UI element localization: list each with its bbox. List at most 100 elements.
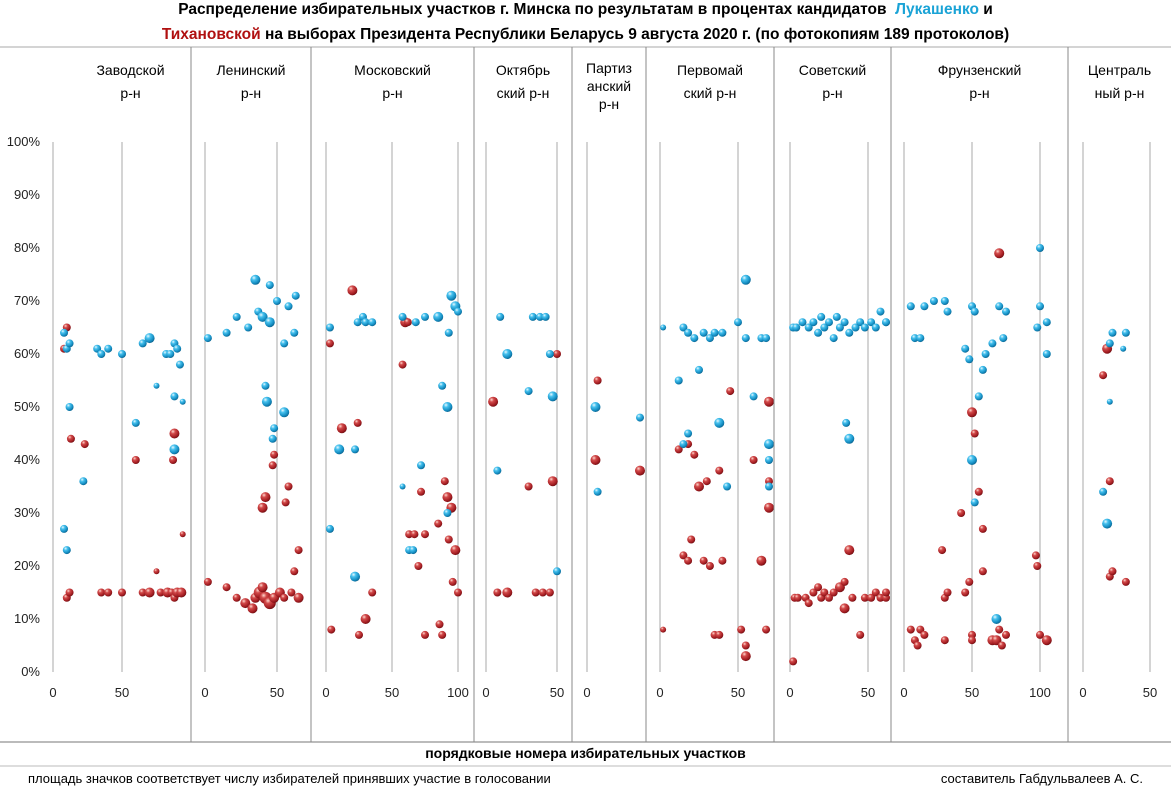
y-axis: 0% 10% 20% 30% 40% 50% 60% 70% 80% 90% 100% xyxy=(7,134,41,679)
lukashenko-point xyxy=(967,455,977,465)
lukashenko-point xyxy=(284,302,293,311)
tikhanovskaya-point xyxy=(438,630,447,639)
lukashenko-point xyxy=(679,440,688,449)
district-panel: 0 50 Первомай ский р-н xyxy=(645,47,774,742)
district-panels: 0 50 Заводской р-н 0 50 Ленинский р-н 0 50 100 Моск… xyxy=(49,47,1157,742)
lukashenko-point xyxy=(65,403,74,411)
lukashenko-point xyxy=(820,323,829,332)
tikhanovskaya-point xyxy=(80,440,89,449)
lukashenko-point xyxy=(593,487,602,496)
lukashenko-point xyxy=(829,334,838,343)
lukashenko-point xyxy=(970,307,979,316)
lukashenko-point xyxy=(792,323,801,332)
tikhanovskaya-point xyxy=(435,620,444,629)
tikhanovskaya-point xyxy=(674,445,683,454)
y-tick-label: 10% xyxy=(14,611,40,626)
lukashenko-point xyxy=(454,307,462,316)
chart-title-line-1: Распределение избирательных участков г. … xyxy=(0,0,1171,21)
lukashenko-point xyxy=(547,391,558,402)
tikhanovskaya-point xyxy=(434,519,443,528)
district-name-line: р-н xyxy=(599,96,619,112)
lukashenko-point xyxy=(856,318,865,327)
tikhanovskaya-point xyxy=(104,588,113,597)
lukashenko-point xyxy=(845,328,854,337)
tikhanovskaya-point xyxy=(553,350,561,358)
lukashenko-point xyxy=(916,334,925,343)
tikhanovskaya-point xyxy=(270,450,279,459)
tikhanovskaya-point xyxy=(281,498,290,507)
district-name-line: Октябрь xyxy=(496,62,550,78)
footnote-right: составитель Габдульвалеев А. С. xyxy=(940,771,1143,786)
tikhanovskaya-point xyxy=(448,577,457,586)
tikhanovskaya-point xyxy=(679,551,688,560)
lukashenko-point xyxy=(1002,307,1010,316)
lukashenko-point xyxy=(131,418,140,427)
lukashenko-point xyxy=(978,365,987,374)
x-tick-label: 0 xyxy=(322,685,329,700)
tikhanovskaya-point xyxy=(287,588,296,597)
tikhanovskaya-point xyxy=(789,657,798,666)
lukashenko-point xyxy=(636,413,644,422)
tikhanovskaya-point xyxy=(974,487,983,496)
tikhanovskaya-point xyxy=(756,555,767,566)
lukashenko-point xyxy=(882,318,890,327)
tikhanovskaya-point xyxy=(547,476,558,487)
tikhanovskaya-point xyxy=(825,593,833,602)
lukashenko-point xyxy=(438,381,447,390)
lukashenko-point xyxy=(60,524,69,533)
district-name-line: р-н xyxy=(822,85,842,101)
lukashenko-point xyxy=(541,312,550,321)
x-tick-label: 50 xyxy=(550,685,564,700)
tikhanovskaya-point xyxy=(403,318,412,327)
y-tick-label: 100% xyxy=(7,134,41,149)
lukashenko-point xyxy=(170,392,179,401)
tikhanovskaya-point xyxy=(965,577,974,586)
tikhanovskaya-point xyxy=(545,588,554,597)
lukashenko-point xyxy=(257,311,268,322)
tikhanovskaya-point xyxy=(943,588,952,597)
lukashenko-point xyxy=(860,323,869,332)
lukashenko-point xyxy=(261,396,272,407)
district-name-line: р-н xyxy=(241,85,261,101)
tikhanovskaya-point xyxy=(203,577,212,586)
tikhanovskaya-point xyxy=(169,456,178,464)
lukashenko-point xyxy=(444,328,453,337)
district-name-line: Советский xyxy=(799,62,867,78)
tikhanovskaya-point xyxy=(421,530,429,539)
lukashenko-point xyxy=(280,339,289,348)
tikhanovskaya-point xyxy=(871,588,880,597)
y-tick-label: 30% xyxy=(14,505,40,520)
tikhanovskaya-point xyxy=(327,625,336,634)
tikhanovskaya-point xyxy=(764,396,774,407)
lukashenko-point xyxy=(1036,302,1044,311)
lukashenko-point xyxy=(825,318,833,327)
tikhanovskaya-point xyxy=(368,588,377,597)
lukashenko-point xyxy=(1121,328,1130,337)
lukashenko-point xyxy=(723,482,732,491)
lukashenko-point xyxy=(1042,318,1051,327)
lukashenko-point xyxy=(244,323,253,332)
tikhanovskaya-point xyxy=(336,423,347,434)
y-tick-label: 70% xyxy=(14,293,40,308)
x-tick-label: 50 xyxy=(115,685,129,700)
lukashenko-point xyxy=(765,456,773,464)
lukashenko-point xyxy=(814,328,823,337)
tikhanovskaya-point xyxy=(1031,551,1040,560)
tikhanovskaya-point xyxy=(844,545,855,556)
x-tick-label: 50 xyxy=(731,685,745,700)
district-panel: 0 Партиз анский р-н xyxy=(571,47,645,742)
tikhanovskaya-point xyxy=(260,492,271,503)
x-tick-label: 50 xyxy=(270,685,284,700)
tikhanovskaya-point xyxy=(1033,562,1042,570)
lukashenko-point xyxy=(166,350,175,358)
lukashenko-point xyxy=(368,318,377,327)
lukashenko-point xyxy=(270,424,279,433)
district-panel: 0 50 Заводской р-н xyxy=(49,62,187,700)
lukashenko-point xyxy=(169,444,180,455)
lukashenko-point xyxy=(832,312,841,321)
tikhanovskaya-point xyxy=(493,588,502,597)
tikhanovskaya-point xyxy=(138,588,147,597)
lukashenko-point xyxy=(118,350,126,358)
tikhanovskaya-point xyxy=(860,593,869,602)
footnote-left: площадь значков соответствует числу изби… xyxy=(28,771,551,786)
